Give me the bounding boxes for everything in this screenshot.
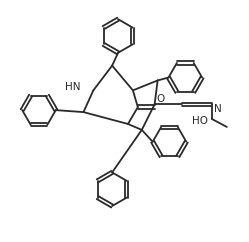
Text: O: O: [157, 94, 165, 104]
Text: HO: HO: [192, 116, 208, 126]
Text: N: N: [214, 104, 222, 114]
Text: HN: HN: [65, 82, 80, 92]
